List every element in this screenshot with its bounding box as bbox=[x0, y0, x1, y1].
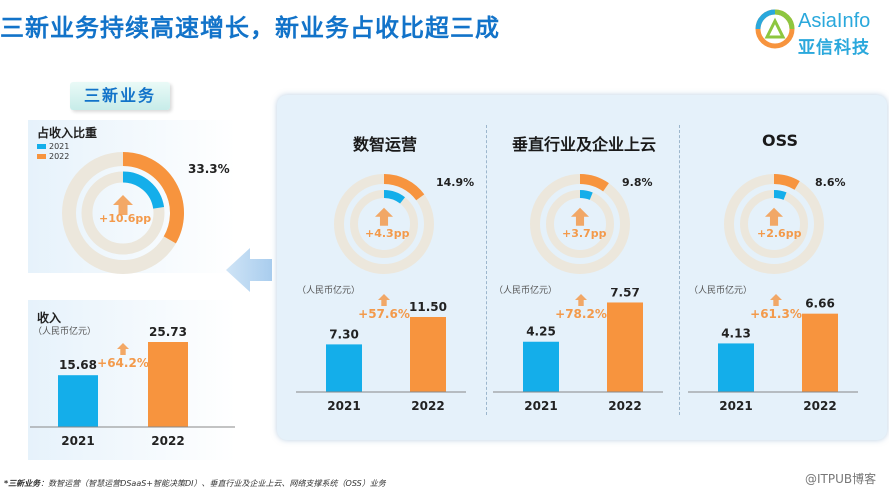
bar-value-label: 7.57 bbox=[610, 288, 640, 299]
x-tick-label: 2021 bbox=[719, 399, 752, 413]
growth-arrow-icon bbox=[375, 207, 393, 226]
watermark: @ITPUB博客 bbox=[805, 472, 877, 486]
x-tick-label: 2021 bbox=[61, 434, 94, 448]
vertical-cloud-bar-chart: 4.25 2021 7.57 2022 +78.2% bbox=[493, 288, 663, 413]
logo-text: AsiaInfo bbox=[798, 10, 871, 32]
digital-ops-unit: （人民币亿元） bbox=[297, 286, 361, 296]
share-title: 占收入比重 bbox=[37, 126, 98, 140]
growth-arrow-icon bbox=[378, 294, 390, 306]
digital-ops-pp-label: +4.3pp bbox=[365, 227, 410, 240]
revenue-unit: （人民币亿元） bbox=[33, 327, 97, 337]
bar-value-label: 4.13 bbox=[721, 326, 751, 340]
digital-ops-donut-chart bbox=[334, 174, 434, 274]
share-pp-label: +10.6pp bbox=[99, 212, 152, 225]
digital-ops-bar-chart: 7.30 2021 11.50 2022 +57.6% bbox=[296, 294, 466, 413]
growth-arrow-icon bbox=[575, 294, 587, 306]
vertical-cloud-donut-chart bbox=[530, 174, 630, 274]
growth-arrow-icon bbox=[113, 195, 133, 215]
slice-2021 bbox=[122, 171, 165, 209]
bar-value-label: 7.30 bbox=[329, 327, 359, 341]
bar-2022 bbox=[148, 342, 188, 427]
slice-2021 bbox=[383, 190, 406, 204]
slice-2022 bbox=[383, 174, 425, 201]
oss-bar-chart: 4.13 2021 6.66 2022 +61.3% bbox=[688, 294, 858, 413]
section-tag: 三新业务 bbox=[70, 82, 170, 110]
bar-2021 bbox=[58, 375, 98, 427]
x-tick-label: 2022 bbox=[151, 434, 184, 448]
bar-value-label: 4.25 bbox=[526, 325, 556, 339]
logo-subtext: 亚信科技 bbox=[798, 38, 870, 58]
share-percent-label: 33.3% bbox=[188, 162, 230, 176]
growth-label: +61.3% bbox=[750, 307, 802, 321]
vertical-cloud-pp-label: +3.7pp bbox=[562, 227, 607, 240]
bar-2022 bbox=[802, 313, 838, 392]
vertical-cloud-unit: （人民币亿元） bbox=[494, 286, 558, 296]
slice-2022 bbox=[773, 174, 800, 190]
slice-2021 bbox=[579, 190, 593, 200]
revenue-bar-chart: 15.68 2021 25.73 2022 +64.2% bbox=[30, 325, 235, 448]
x-tick-label: 2022 bbox=[608, 399, 641, 413]
bar-value-label: 15.68 bbox=[59, 358, 97, 372]
oss-unit: （人民币亿元） bbox=[689, 286, 753, 296]
legend-2021: 2021 bbox=[37, 142, 69, 151]
divider bbox=[679, 125, 680, 415]
bar-2022 bbox=[410, 317, 446, 392]
slice-2021 bbox=[773, 190, 787, 200]
segment-title-oss: OSS bbox=[762, 131, 798, 150]
legend-2022: 2022 bbox=[37, 152, 69, 161]
bar-2022 bbox=[607, 302, 643, 392]
footnote: *三新业务：数智运营（智慧运营DSaaS+智能决策DI）、垂直行业及企业上云、网… bbox=[4, 479, 386, 488]
x-tick-label: 2022 bbox=[411, 399, 444, 413]
growth-label: +78.2% bbox=[555, 307, 607, 321]
segment-title-vertical-cloud: 垂直行业及企业上云 bbox=[511, 135, 656, 154]
left-arrow-icon bbox=[226, 248, 272, 292]
legend-swatch-2022 bbox=[37, 154, 46, 159]
x-tick-label: 2022 bbox=[803, 399, 836, 413]
share-donut-chart bbox=[62, 152, 184, 274]
bar-2021 bbox=[718, 343, 754, 392]
asiainfo-logo: AsiaInfo 亚信科技 bbox=[754, 6, 889, 58]
bar-value-label: 11.50 bbox=[409, 300, 447, 314]
oss-pp-label: +2.6pp bbox=[757, 227, 802, 240]
growth-arrow-icon bbox=[765, 207, 783, 226]
growth-arrow-icon bbox=[117, 343, 129, 355]
x-tick-label: 2021 bbox=[524, 399, 557, 413]
slice-2022 bbox=[579, 174, 609, 192]
growth-arrow-icon bbox=[571, 207, 589, 226]
bar-2021 bbox=[523, 341, 559, 392]
divider bbox=[486, 125, 487, 415]
legend-swatch-2021 bbox=[37, 144, 46, 149]
bar-value-label: 6.66 bbox=[805, 297, 835, 311]
revenue-title: 收入 bbox=[37, 311, 62, 325]
vertical-cloud-percent-label: 9.8% bbox=[622, 176, 653, 189]
page-title: 三新业务持续高速增长，新业务占收比超三成 bbox=[0, 14, 500, 42]
slice-2022 bbox=[122, 152, 184, 244]
logo-mark-icon bbox=[755, 9, 795, 49]
growth-label: +57.6% bbox=[358, 307, 410, 321]
growth-arrow-icon bbox=[770, 294, 782, 306]
x-tick-label: 2021 bbox=[327, 399, 360, 413]
segment-title-digital-ops: 数智运营 bbox=[352, 135, 417, 154]
oss-donut-chart bbox=[724, 174, 824, 274]
bar-2021 bbox=[326, 344, 362, 392]
bar-value-label: 25.73 bbox=[149, 325, 187, 339]
growth-label: +64.2% bbox=[97, 356, 149, 370]
digital-ops-percent-label: 14.9% bbox=[436, 176, 475, 189]
oss-percent-label: 8.6% bbox=[815, 176, 846, 189]
